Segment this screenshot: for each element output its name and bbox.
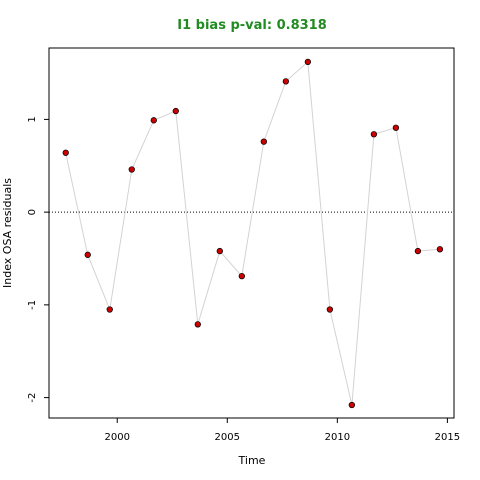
x-tick-label: 2005 [215, 432, 240, 443]
x-axis: 2000 2005 2010 2015 [105, 418, 460, 443]
series-line [65, 60, 440, 406]
data-point [414, 247, 422, 255]
data-point [260, 138, 267, 145]
data-point [194, 321, 201, 328]
data-points [62, 58, 444, 409]
data-point [84, 251, 91, 258]
data-point [326, 306, 334, 313]
x-tick-label: 2010 [325, 432, 350, 443]
data-point [436, 246, 444, 253]
data-point [62, 149, 69, 156]
y-tick-label: 0 [27, 209, 38, 215]
x-tick-label: 2015 [435, 432, 460, 443]
data-point [348, 401, 356, 409]
y-tick-label: 1 [27, 116, 38, 122]
data-point [392, 124, 400, 131]
data-point [150, 117, 157, 124]
data-point [106, 306, 113, 313]
data-point [238, 272, 245, 280]
data-point [282, 78, 289, 85]
data-point [370, 131, 378, 138]
y-axis: -2 -1 0 1 [27, 116, 49, 403]
x-tick-label: 2000 [105, 432, 130, 443]
chart-title: I1 bias p-val: 0.8318 [177, 18, 327, 33]
y-axis-label: Index OSA residuals [1, 178, 14, 288]
data-point [304, 58, 311, 66]
data-point [172, 107, 179, 115]
y-tick-label: -2 [27, 393, 38, 403]
data-point [216, 247, 223, 255]
data-point [128, 166, 135, 173]
x-axis-label: Time [238, 454, 266, 467]
y-tick-label: -1 [27, 300, 38, 310]
plot-frame [48, 47, 455, 419]
